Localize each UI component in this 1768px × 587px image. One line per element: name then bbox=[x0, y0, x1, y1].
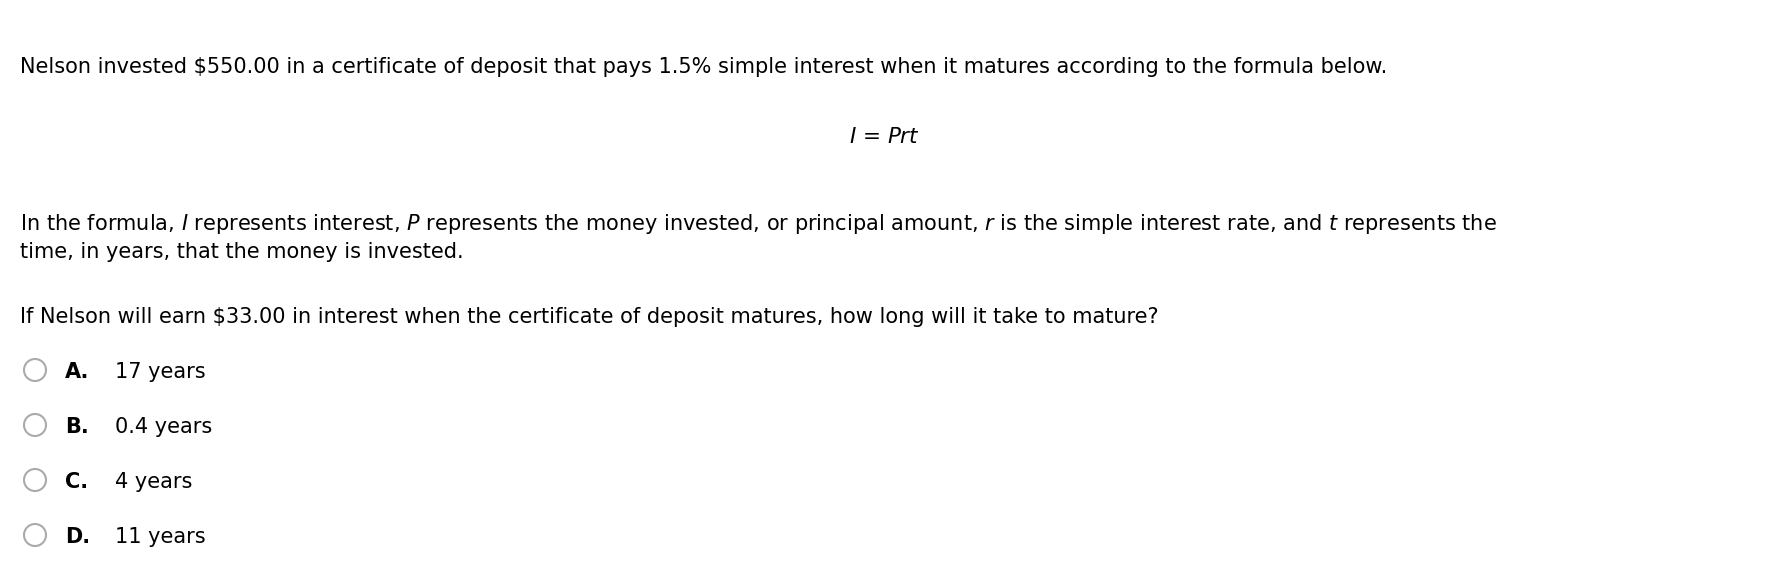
Text: B.: B. bbox=[65, 417, 88, 437]
Text: $\it{I}$ = $\it{Prt}$: $\it{I}$ = $\it{Prt}$ bbox=[849, 127, 919, 147]
Text: In the formula, $\it{I}$ represents interest, $\it{P}$ represents the money inve: In the formula, $\it{I}$ represents inte… bbox=[19, 212, 1497, 236]
Text: C.: C. bbox=[65, 472, 88, 492]
Text: D.: D. bbox=[65, 527, 90, 547]
Text: Nelson invested $550.00 in a certificate of deposit that pays 1.5% simple intere: Nelson invested $550.00 in a certificate… bbox=[19, 57, 1388, 77]
Text: time, in years, that the money is invested.: time, in years, that the money is invest… bbox=[19, 242, 463, 262]
Text: A.: A. bbox=[65, 362, 90, 382]
Text: 4 years: 4 years bbox=[115, 472, 193, 492]
Text: 0.4 years: 0.4 years bbox=[115, 417, 212, 437]
Text: If Nelson will earn $33.00 in interest when the certificate of deposit matures, : If Nelson will earn $33.00 in interest w… bbox=[19, 307, 1158, 327]
Text: 17 years: 17 years bbox=[115, 362, 205, 382]
Text: 11 years: 11 years bbox=[115, 527, 205, 547]
